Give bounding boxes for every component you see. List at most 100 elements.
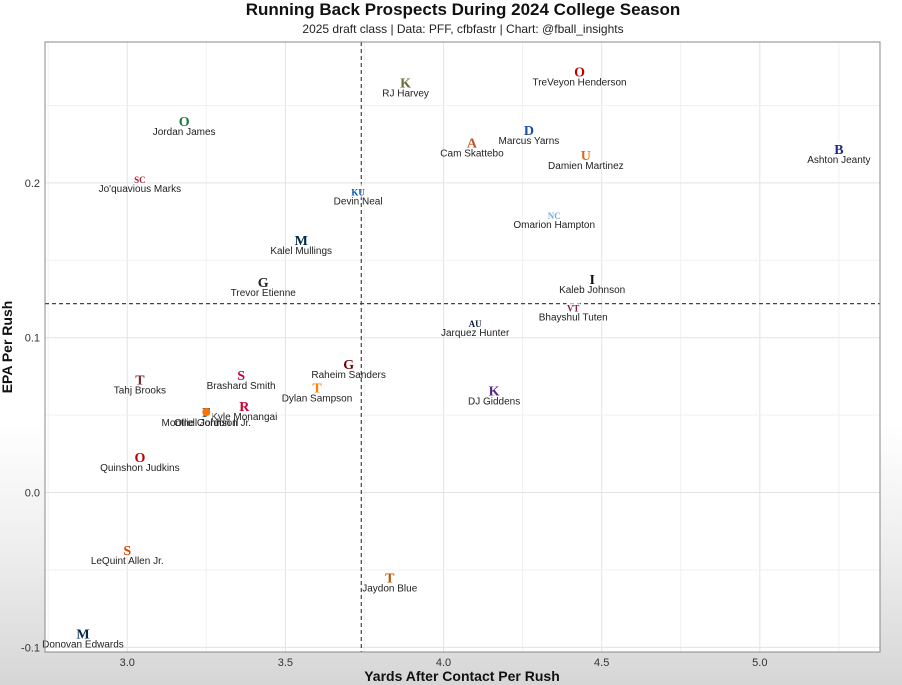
arizona-state-logo — [464, 135, 479, 150]
delaware-logo-glyph: D — [524, 124, 534, 139]
oklahoma-state-logo — [202, 408, 211, 417]
south-carolina-logo-glyph: G — [343, 358, 354, 373]
point-label: Bhayshul Tuten — [539, 313, 608, 324]
y-tick-label: 0.2 — [25, 178, 40, 190]
point-label: Ollie Gordon II — [174, 418, 238, 429]
point-label: Cam Skattebo — [440, 149, 504, 160]
y-axis-title: EPA Per Rush — [0, 301, 15, 394]
smu-logo-glyph: S — [237, 369, 245, 384]
point-label: Jaydon Blue — [362, 584, 417, 595]
point-label: Jordan James — [153, 127, 216, 138]
point-label: Damien Martinez — [548, 161, 624, 172]
smu-logo — [234, 367, 249, 382]
point-label: Kyle Monangai — [211, 412, 277, 423]
georgia-logo — [256, 274, 271, 289]
x-tick-label: 4.0 — [436, 657, 451, 669]
point-label: Trevor Etienne — [231, 288, 297, 299]
syracuse-logo-glyph: S — [123, 544, 131, 559]
virginia-tech-logo-glyph: VT — [567, 304, 580, 314]
point-label: TreVeyon Henderson — [532, 77, 626, 88]
y-tick-label: 0.0 — [25, 488, 40, 500]
data-point: Ollie Gordon II — [174, 408, 239, 429]
point-label: Omarion Hampton — [513, 220, 595, 231]
chart-title: Running Back Prospects During 2024 Colle… — [245, 0, 681, 19]
point-label: Donovan Edwards — [42, 639, 124, 650]
ucf-logo-glyph: K — [400, 76, 411, 91]
miami-logo — [578, 148, 593, 163]
point-label: Devin Neal — [334, 197, 383, 208]
point-label: RJ Harvey — [382, 88, 429, 99]
ohio-state-logo-glyph: O — [574, 65, 585, 80]
data-point: KDJ Giddens — [468, 383, 520, 407]
georgia-logo-glyph: G — [258, 276, 269, 291]
x-tick-label: 4.5 — [594, 657, 609, 669]
point-label: Ashton Jeanty — [807, 155, 870, 166]
michigan-logo-glyph: M — [295, 234, 308, 249]
oregon-logo-glyph: O — [179, 115, 190, 130]
tick-labels: 3.0 3.5 4.0 4.5 5.0 -0.1 0.0 0.1 0.2 — [21, 178, 767, 669]
reference-lines — [45, 42, 880, 652]
tennessee-logo-glyph: T — [312, 381, 322, 396]
point-label: LeQuint Allen Jr. — [91, 556, 164, 567]
y-tick-label: -0.1 — [21, 642, 40, 654]
point-label: Raheim Sanders — [311, 370, 385, 381]
usc-logo-glyph: SC — [134, 175, 146, 185]
michigan-logo-glyph: M — [76, 627, 89, 642]
south-carolina-logo — [341, 357, 356, 372]
boise-state-logo — [831, 141, 846, 156]
point-label: DJ Giddens — [468, 396, 520, 407]
point-label: Quinshon Judkins — [100, 463, 180, 474]
x-tick-label: 5.0 — [752, 657, 767, 669]
north-carolina-logo — [547, 206, 562, 221]
iowa-logo-glyph: I — [589, 273, 594, 288]
boise-state-logo-glyph: B — [834, 143, 843, 158]
plot-frame — [44, 41, 881, 653]
kansas-logo — [351, 183, 366, 198]
point-label: Marcus Yarns — [499, 136, 560, 147]
point-label: Kalel Mullings — [270, 246, 332, 257]
chart-subtitle: 2025 draft class | Data: PFF, cfbfastr |… — [302, 22, 624, 36]
michigan-logo — [75, 626, 90, 641]
point-label: Tahj Brooks — [114, 386, 166, 397]
kansas-state-logo — [487, 383, 502, 398]
virginia-tech-logo — [566, 299, 581, 314]
rutgers-logo-glyph: R — [239, 400, 250, 415]
plot-background — [45, 42, 880, 652]
texas-tech-logo-glyph: T — [135, 374, 145, 389]
miami-logo-glyph: U — [581, 149, 591, 164]
point-label: Brashard Smith — [207, 381, 276, 392]
rutgers-logo — [237, 398, 252, 413]
data-point: KRJ Harvey — [382, 75, 429, 99]
auburn-logo — [468, 315, 483, 330]
ohio-state-logo-glyph: O — [134, 451, 145, 466]
michigan-logo — [294, 233, 309, 248]
iowa-logo — [585, 271, 600, 286]
point-label: Montrell Johnson Jr. — [162, 418, 252, 429]
kansas-logo-glyph: KU — [351, 188, 365, 198]
north-carolina-logo-glyph: NC — [548, 211, 561, 221]
texas-tech-logo — [132, 372, 147, 387]
syracuse-logo — [120, 542, 135, 557]
y-tick-label: 0.1 — [25, 333, 40, 345]
